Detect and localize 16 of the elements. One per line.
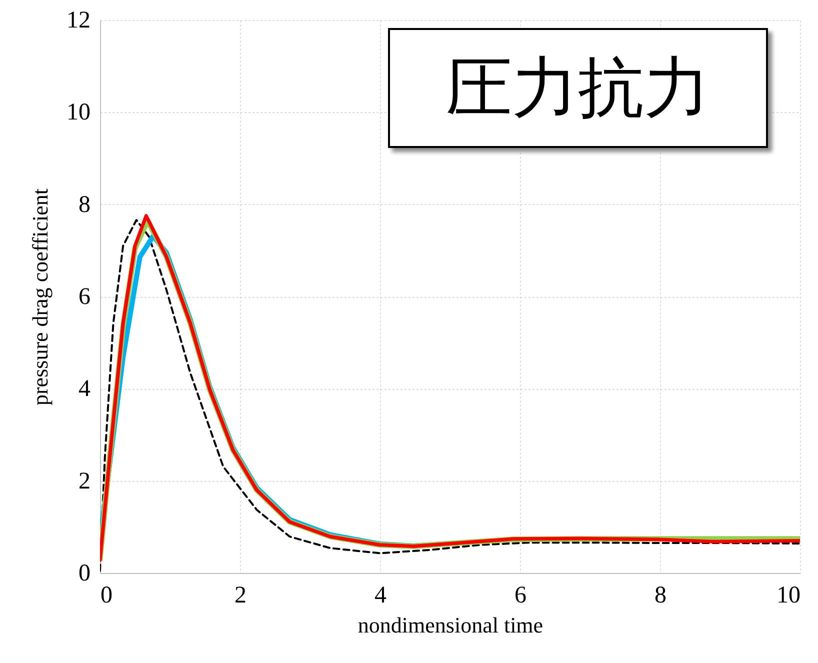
y-tick-label: 4 — [78, 376, 90, 402]
x-tick-label: 2 — [234, 582, 246, 608]
x-tick-label: 6 — [514, 582, 526, 608]
y-axis-title: pressure drag coefficient — [28, 188, 52, 406]
x-tick-label: 8 — [654, 582, 666, 608]
x-tick-label: 4 — [374, 582, 386, 608]
y-tick-label: 0 — [78, 560, 90, 586]
x-axis-title: nondimensional time — [358, 612, 544, 638]
annotation: 圧力抗力 — [388, 28, 768, 148]
y-tick-label: 12 — [66, 8, 90, 34]
y-tick-label: 10 — [66, 100, 90, 126]
y-tick-label: 2 — [78, 468, 90, 494]
y-tick-label: 8 — [78, 192, 90, 218]
x-tick-label: 10 — [776, 582, 800, 608]
y-tick-label: 6 — [78, 284, 90, 310]
x-tick-label: 0 — [100, 582, 112, 608]
